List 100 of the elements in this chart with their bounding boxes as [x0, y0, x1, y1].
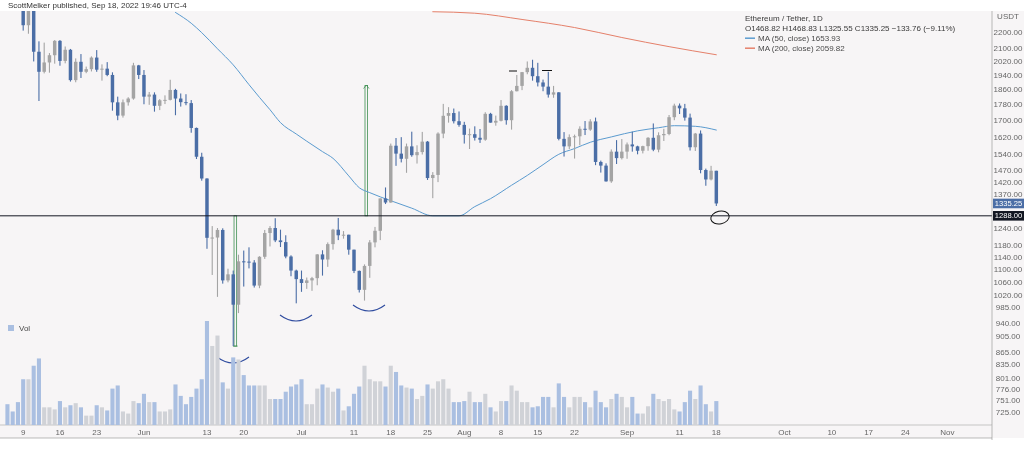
x-tick-label: 9 — [20, 427, 26, 437]
y-tick-label: 1860.00 — [993, 85, 1024, 95]
x-tick-label: Jun — [137, 427, 151, 437]
y-tick-label: 1620.00 — [993, 132, 1024, 142]
y-tick-label: 2200.00 — [993, 27, 1024, 37]
y-tick-label: 1370.00 — [993, 190, 1024, 200]
candlestick — [583, 121, 587, 136]
y-tick-label: 905.00 — [995, 332, 1021, 342]
bar — [714, 401, 719, 425]
x-tick-label: 18 — [711, 427, 722, 437]
x-tick-label: 17 — [864, 427, 874, 437]
x-tick-label: Nov — [940, 427, 955, 437]
y-tick-label: 1470.00 — [993, 165, 1024, 175]
bar — [26, 379, 31, 425]
bar — [483, 393, 488, 425]
bar — [204, 321, 210, 425]
bar — [220, 382, 225, 425]
bar — [425, 384, 430, 425]
y-tick-label: 2100.00 — [993, 43, 1024, 53]
line-series — [174, 11, 717, 217]
bar — [488, 407, 493, 425]
y-tick-label: 1240.00 — [993, 224, 1024, 234]
bar — [409, 388, 414, 425]
bar — [709, 411, 714, 425]
bar — [36, 358, 41, 425]
bar — [693, 399, 698, 425]
bar — [551, 407, 556, 425]
candlestick — [226, 268, 230, 283]
y-tick-label: 1140.00 — [993, 253, 1023, 263]
bar — [635, 413, 640, 425]
bar — [73, 403, 78, 425]
y-tick-label: 2020.00 — [993, 56, 1024, 66]
bar — [614, 393, 619, 425]
bar — [467, 391, 472, 425]
bar — [341, 410, 346, 425]
candlestick — [268, 226, 272, 247]
x-tick-label: 15 — [533, 427, 543, 437]
x-tick-label: 10 — [827, 427, 837, 437]
x-tick-label: Oct — [778, 427, 792, 437]
bar — [630, 396, 635, 425]
y-tick-label: 725.00 — [995, 408, 1021, 418]
y-tick-label: 776.00 — [995, 385, 1021, 395]
bar — [588, 407, 593, 425]
legend-label: MA (200, close) 2059.82 — [758, 44, 846, 53]
x-tick-label: Aug — [457, 427, 472, 437]
y-tick-label: 1420.00 — [993, 177, 1024, 187]
bar — [651, 393, 656, 425]
bar — [120, 411, 126, 425]
text: O1468.82 H1468.83 L1325.55 C1335.25 −133.76 (−9.11%) — [745, 24, 956, 33]
bar — [94, 405, 99, 425]
candlestick — [310, 276, 314, 291]
bar — [236, 359, 241, 425]
bar — [152, 402, 157, 425]
bar — [68, 405, 73, 425]
x-tick-label: 20 — [239, 427, 249, 437]
bar — [320, 384, 325, 425]
y-tick-label: 751.00 — [995, 396, 1021, 406]
y-tick-label: 835.00 — [995, 360, 1021, 369]
candlestick — [100, 64, 104, 81]
x-tick-label: 13 — [202, 427, 212, 437]
x-tick-label: 25 — [423, 427, 433, 437]
x-tick-label: 22 — [570, 427, 580, 437]
bar — [435, 381, 441, 425]
bar — [383, 386, 388, 425]
bar — [99, 407, 104, 425]
x-tick-label: Jul — [296, 427, 307, 437]
candlestick — [394, 138, 398, 166]
bar — [288, 386, 294, 425]
legend-label: MA (50, close) 1653.93 — [758, 34, 841, 43]
x-tick-label: 24 — [900, 427, 911, 437]
x-tick-label: Sep — [619, 427, 635, 437]
x-tick-label: 8 — [498, 427, 504, 437]
y-tick-label: 865.00 — [995, 347, 1021, 357]
bar — [78, 407, 83, 425]
bar — [147, 402, 152, 425]
bar — [414, 399, 420, 425]
x-tick-label: 11 — [675, 427, 685, 437]
bar — [225, 388, 231, 425]
text: ScottMelker published, Sep 18, 2022 19:46 UTC-4 — [8, 1, 188, 11]
y-tick-label: 1100.00 — [993, 265, 1023, 275]
y-tick-label: 1780.00 — [993, 100, 1024, 110]
candlestick — [247, 247, 251, 269]
bar — [404, 387, 409, 425]
bar — [388, 365, 393, 425]
y-tick-label: 1180.00 — [993, 241, 1023, 251]
candlestick — [457, 111, 461, 127]
chart-title: Ethereum / Tether, 1D — [745, 14, 823, 23]
x-tick-label: 11 — [349, 427, 359, 437]
candlestick — [163, 95, 167, 105]
x-tick-label: 18 — [386, 427, 396, 437]
candlestick — [541, 79, 545, 92]
bar — [330, 391, 336, 425]
candlestick — [79, 54, 83, 78]
candlestick — [415, 145, 419, 164]
y-tick-label: 1700.00 — [993, 116, 1024, 126]
y-tick-label: 1060.00 — [993, 278, 1024, 288]
bar — [456, 402, 462, 425]
bar — [609, 399, 614, 425]
bar — [5, 404, 10, 425]
bar — [504, 401, 509, 425]
